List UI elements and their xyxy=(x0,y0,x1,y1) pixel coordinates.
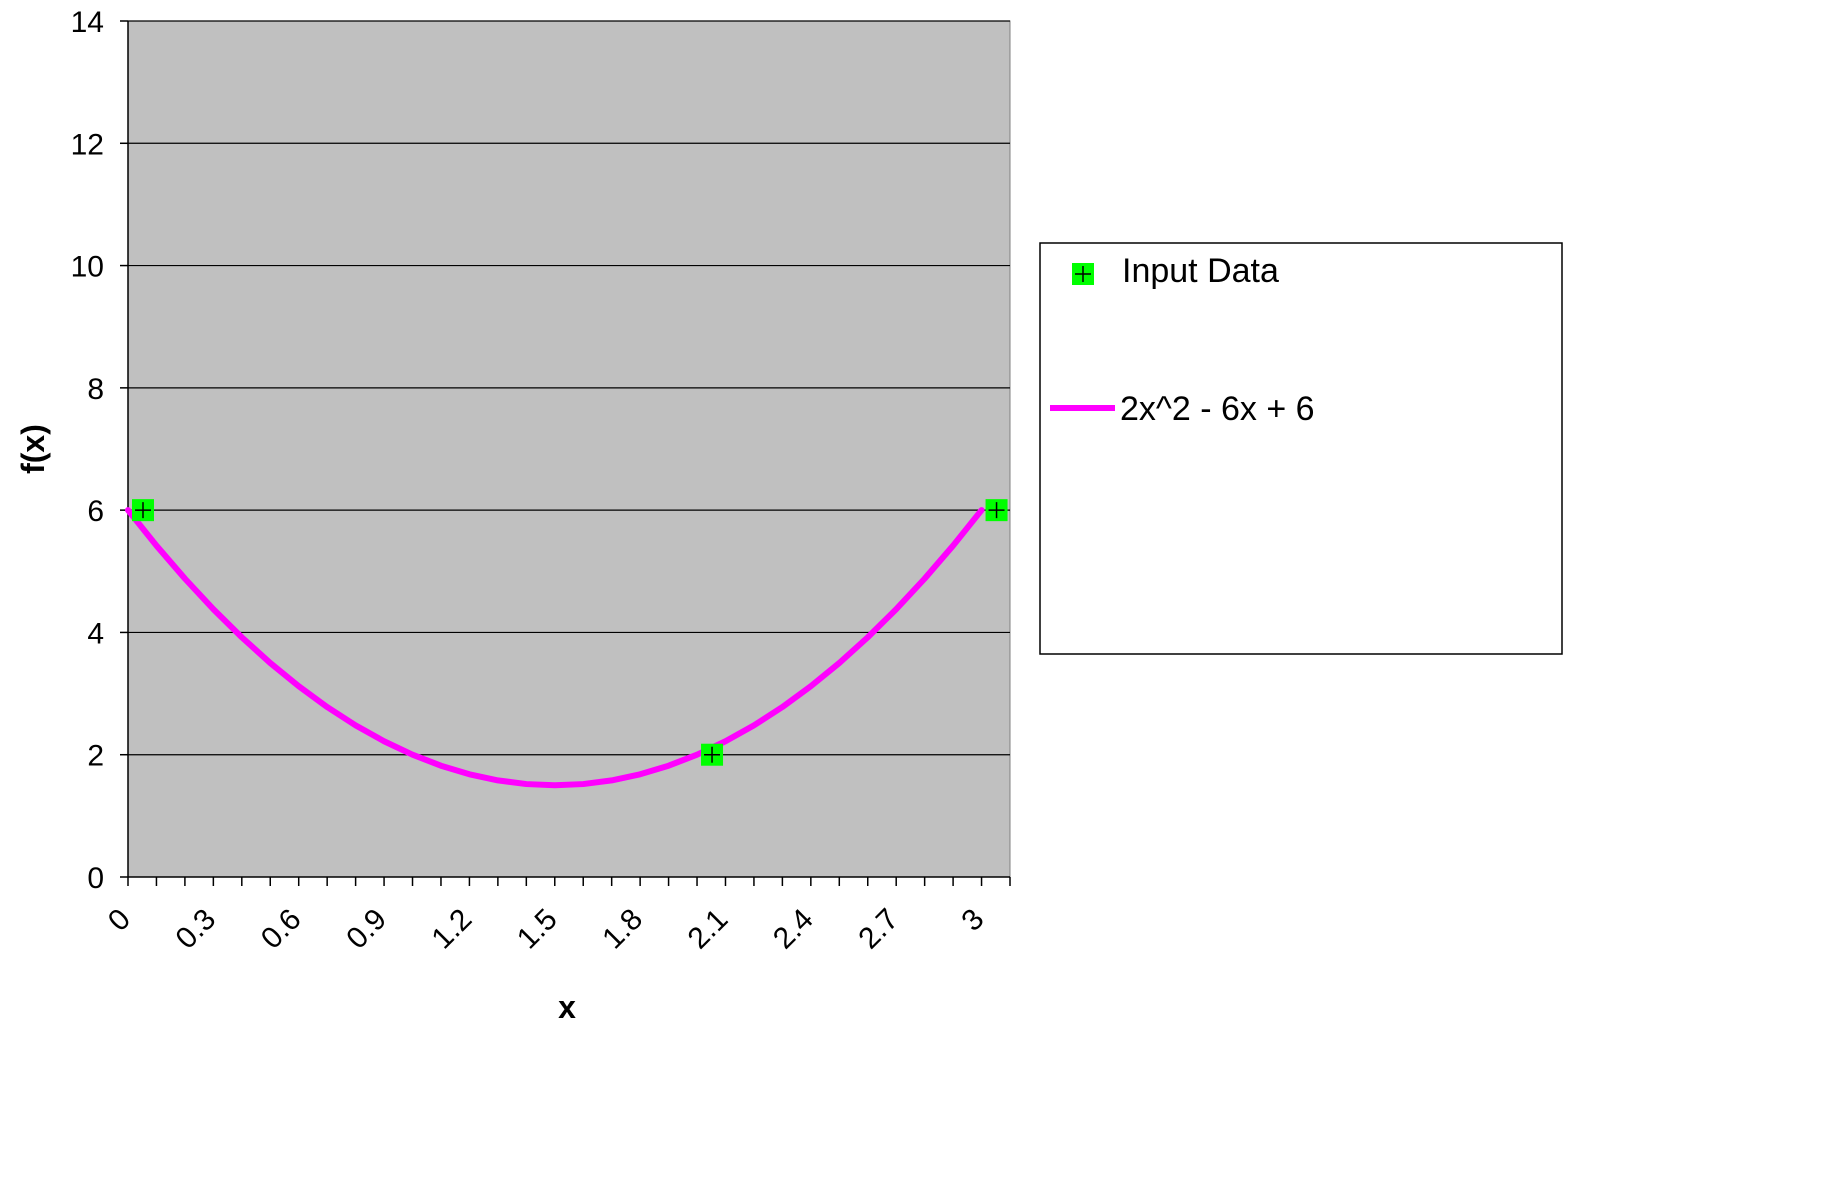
y-axis-title: f(x) xyxy=(15,424,51,474)
data-point-input-data xyxy=(701,743,724,766)
data-point-input-data xyxy=(132,499,154,522)
series-layer xyxy=(125,499,1008,789)
legend-marker-symbol xyxy=(1072,263,1094,285)
axes xyxy=(127,21,1010,878)
x-tick-label: 2.1 xyxy=(682,903,735,956)
x-axis-ticks: 0 0.3 0.6 0.9 1.2 1.5 1.8 2.1 2.4 2.7 3 xyxy=(102,877,1011,956)
y-tick-label: 14 xyxy=(71,6,104,39)
y-tick-label: 12 xyxy=(71,128,104,161)
plot-area xyxy=(127,20,1011,878)
x-tick-label: 1.2 xyxy=(426,903,479,956)
x-axis-title: x xyxy=(558,989,576,1025)
legend: Input Data 2x^2 - 6x + 6 xyxy=(1039,242,1563,655)
x-tick-label: 0 xyxy=(102,903,137,938)
x-tick-label: 1.5 xyxy=(511,903,564,956)
x-tick-label: 1.8 xyxy=(596,903,649,956)
y-tick-label: 8 xyxy=(87,373,104,406)
y-tick-label: 4 xyxy=(87,617,104,650)
x-tick-label: 2.4 xyxy=(767,903,820,956)
x-tick-label: 0.9 xyxy=(340,903,393,956)
legend-box xyxy=(1039,242,1563,655)
y-tick-label: 6 xyxy=(87,495,104,528)
x-tick-label: 2.7 xyxy=(852,903,905,956)
y-tick-label: 2 xyxy=(87,740,104,773)
y-tick-label: 0 xyxy=(87,862,104,895)
series-line-curve xyxy=(125,507,985,789)
grid-lines xyxy=(128,20,1010,756)
x-tick-label: 3 xyxy=(955,903,990,938)
legend-marker-input-data xyxy=(1072,263,1094,285)
legend-label-input-data: Input Data xyxy=(1122,252,1279,290)
y-axis-ticks: 0 2 4 6 8 10 12 14 xyxy=(71,6,128,895)
data-point-input-data xyxy=(985,499,1008,522)
y-tick-label: 10 xyxy=(71,251,104,284)
legend-label-curve: 2x^2 - 6x + 6 xyxy=(1120,390,1315,428)
x-tick-label: 0.3 xyxy=(169,903,222,956)
x-tick-label: 0.6 xyxy=(255,903,308,956)
